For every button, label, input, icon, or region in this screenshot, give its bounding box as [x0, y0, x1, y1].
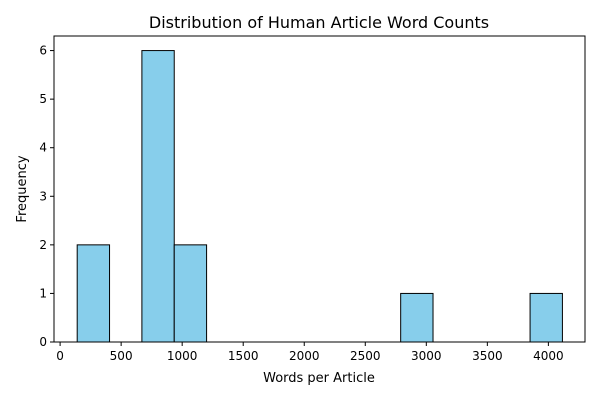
y-tick-label: 4 — [39, 141, 47, 155]
x-tick-label: 3000 — [411, 349, 442, 363]
x-tick-label: 500 — [110, 349, 133, 363]
x-axis-ticks: 0 500 1000 1500 2000 2500 3000 3500 4000 — [56, 342, 564, 363]
y-tick-label: 3 — [39, 189, 47, 203]
x-tick-label: 0 — [56, 349, 64, 363]
y-tick-label: 6 — [39, 44, 47, 58]
histogram-bar-3 — [173, 244, 208, 343]
x-tick-label: 2000 — [289, 349, 320, 363]
x-tick-label: 1500 — [228, 349, 259, 363]
y-tick-label: 0 — [39, 335, 47, 349]
y-axis-ticks: 0 1 2 3 4 5 6 — [39, 44, 54, 349]
x-axis-label: Words per Article — [263, 371, 375, 386]
histogram-bar-5 — [529, 292, 563, 343]
histogram-bar-2 — [141, 50, 175, 343]
plot-frame — [53, 35, 586, 343]
histogram-bar-1 — [76, 244, 111, 343]
bars-group — [76, 50, 563, 343]
histogram-bar-4 — [400, 292, 434, 343]
x-tick-label: 1000 — [167, 349, 198, 363]
x-tick-label: 3500 — [472, 349, 503, 363]
y-tick-label: 1 — [39, 286, 47, 300]
y-tick-label: 5 — [39, 92, 47, 106]
y-tick-label: 2 — [39, 238, 47, 252]
y-axis-label: Frequency — [15, 155, 30, 222]
x-tick-label: 2500 — [350, 349, 381, 363]
x-tick-label: 4000 — [533, 349, 564, 363]
chart-title: Distribution of Human Article Word Count… — [149, 13, 489, 32]
